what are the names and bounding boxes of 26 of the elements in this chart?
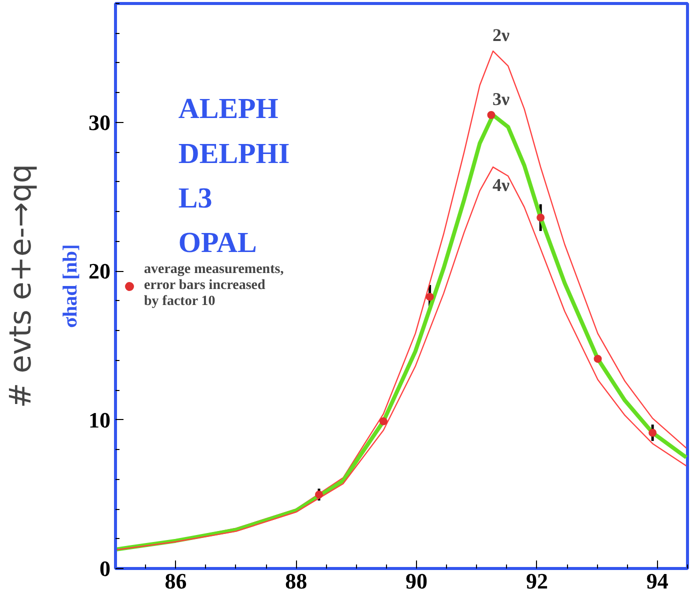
point	[426, 292, 434, 301]
point	[487, 111, 496, 120]
point	[379, 417, 388, 426]
x-tick-label: 92	[526, 568, 548, 591]
y-tick-label: 30	[88, 110, 110, 135]
series-label: 2ν	[492, 25, 510, 46]
x-tick-label: 88	[285, 568, 308, 591]
point	[594, 354, 602, 363]
y-axis-title: σhad [nb]	[60, 244, 82, 328]
x-tick-label: 86	[164, 568, 187, 591]
y-tick-label: 20	[88, 258, 110, 284]
text: # evts e+e-→qq	[4, 164, 38, 408]
legend-label: average measurements, error bars increased by factor 10	[144, 262, 284, 310]
y-tick-label: 0	[100, 556, 110, 581]
x-tick-label: 94	[646, 568, 668, 591]
annotation: DELPHI	[178, 138, 290, 170]
annotation: OPAL	[178, 227, 257, 260]
annotation: ALEPH	[178, 93, 279, 126]
x-tick-label: 90	[406, 568, 428, 591]
series-label: 3ν	[492, 89, 510, 110]
point	[536, 214, 545, 222]
series-label: 4ν	[492, 175, 510, 196]
point	[648, 428, 657, 437]
y-tick-label: 10	[88, 407, 110, 432]
point	[315, 490, 324, 499]
annotation: L3	[178, 182, 212, 214]
